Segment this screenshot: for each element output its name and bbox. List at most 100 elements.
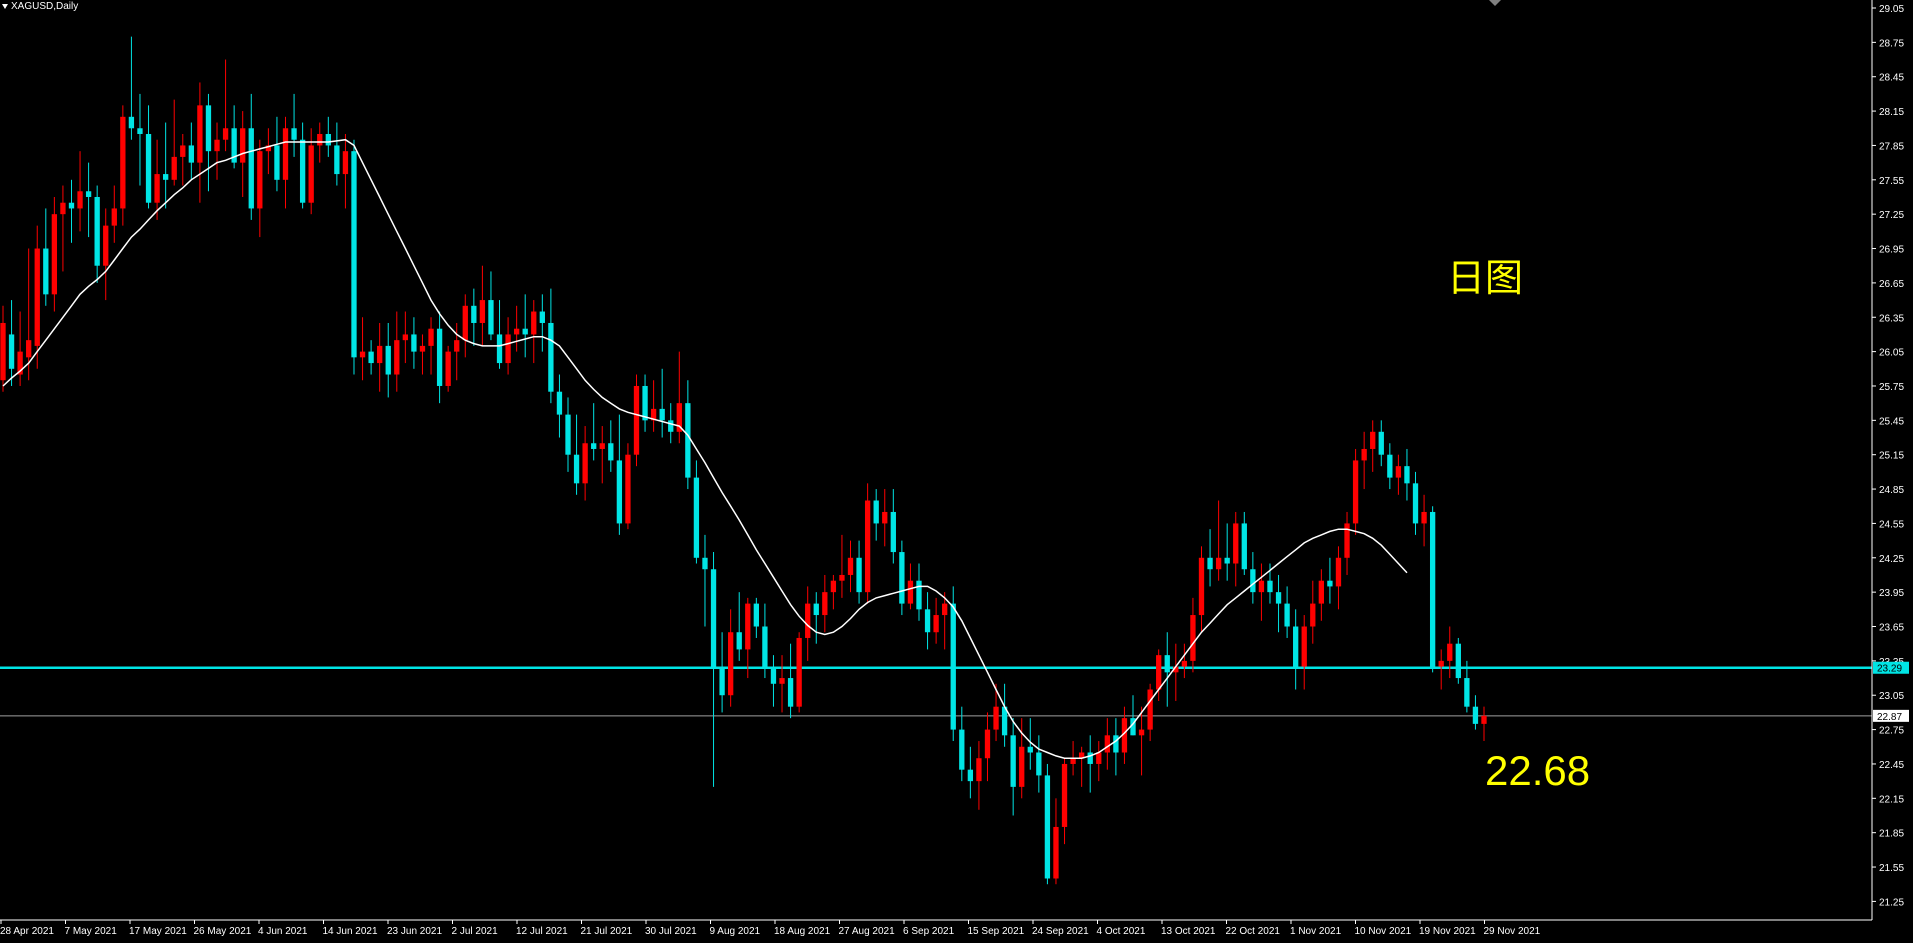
- price-markers: 23.29 22.87: [1489, 0, 1909, 723]
- candle-body: [231, 128, 237, 163]
- candle-body: [924, 609, 931, 633]
- candle-body: [0, 322, 6, 381]
- candle: [1027, 718, 1033, 770]
- candle-body: [120, 116, 126, 209]
- candle-body: [1250, 569, 1256, 593]
- candle-body: [257, 151, 263, 209]
- price-callout-annotation: 22.68: [1485, 747, 1591, 794]
- candle-body: [1258, 580, 1265, 593]
- candle-body: [1387, 454, 1393, 478]
- candle: [1130, 695, 1136, 736]
- candle: [377, 322, 383, 392]
- candle-body: [1130, 718, 1136, 736]
- candle-body: [531, 311, 537, 335]
- candle-body: [522, 328, 528, 335]
- candle-body: [43, 248, 49, 295]
- candle-body: [1198, 557, 1205, 616]
- candle: [1044, 763, 1051, 885]
- candle: [342, 133, 349, 209]
- price-axis[interactable]: 29.05 28.75 28.45 28.15 27.85 27.55 27.25 26.95…: [1871, 0, 1904, 920]
- candle: [128, 36, 135, 140]
- candle: [1455, 637, 1461, 684]
- candle-body: [94, 196, 100, 266]
- candle: [180, 133, 186, 186]
- candle: [205, 93, 212, 192]
- date-tick-label: 29 Nov 2021: [1484, 926, 1541, 937]
- date-tick-label: 4 Oct 2021: [1097, 926, 1146, 937]
- candle: [899, 540, 905, 616]
- candle: [231, 105, 237, 169]
- price-tick-label: 26.35: [1879, 313, 1904, 324]
- candle-body: [1207, 557, 1213, 570]
- candle: [882, 489, 888, 547]
- candle: [1036, 735, 1042, 793]
- candle-body: [222, 128, 229, 140]
- candle: [753, 597, 759, 638]
- candle-body: [454, 340, 460, 352]
- candle: [1138, 706, 1145, 776]
- candle: [291, 93, 297, 157]
- candle-body: [419, 345, 426, 352]
- candle: [111, 185, 117, 243]
- date-axis[interactable]: 28 Apr 2021 7 May 2021 17 May 2021 26 May 2…: [0, 919, 1872, 937]
- candle-body: [180, 145, 186, 157]
- candle: [1464, 660, 1470, 713]
- candle-body: [111, 208, 117, 226]
- candle-body: [1113, 735, 1119, 753]
- candle: [394, 311, 400, 392]
- candle: [839, 534, 845, 598]
- candle-body: [368, 351, 374, 364]
- date-tick-label: 18 Aug 2021: [774, 926, 831, 937]
- candle: [188, 122, 194, 180]
- candle-body: [916, 580, 922, 610]
- candle-body: [505, 334, 511, 364]
- candle-body: [26, 340, 32, 358]
- candle: [762, 603, 768, 679]
- price-tick-label: 21.55: [1879, 863, 1904, 874]
- candle: [1164, 632, 1170, 707]
- candle: [1173, 643, 1179, 701]
- candle-body: [1344, 523, 1350, 558]
- candle-body: [34, 248, 40, 346]
- candle-body: [539, 311, 545, 323]
- price-tick-label: 29.05: [1879, 4, 1904, 15]
- chart-title[interactable]: XAGUSD,Daily: [2, 1, 78, 13]
- candle-body: [650, 408, 657, 421]
- candle: [1370, 420, 1376, 472]
- candle-body: [1001, 706, 1008, 736]
- candle: [1429, 506, 1436, 673]
- candle: [1250, 552, 1256, 604]
- candle-body: [591, 443, 597, 449]
- candle-body: [907, 580, 914, 604]
- candle-body: [1019, 746, 1025, 787]
- candle: [924, 592, 931, 650]
- candle: [26, 248, 32, 381]
- candle-body: [813, 603, 819, 616]
- candle: [299, 122, 306, 209]
- candle-body: [428, 328, 434, 346]
- candle-body: [873, 500, 879, 524]
- candle: [162, 122, 169, 209]
- candle: [633, 374, 640, 467]
- candle: [591, 403, 597, 461]
- date-tick-label: 28 Apr 2021: [0, 926, 54, 937]
- candle: [154, 139, 160, 220]
- candle-body: [1301, 626, 1307, 667]
- candle-body: [1361, 448, 1367, 461]
- candle-body: [1053, 826, 1059, 879]
- candle-body: [856, 557, 862, 593]
- candle: [505, 317, 511, 375]
- candle-body: [445, 351, 451, 386]
- dropdown-triangle-icon[interactable]: [2, 3, 8, 9]
- candle-body: [197, 105, 203, 163]
- price-tick-label: 27.85: [1879, 141, 1904, 152]
- candle: [976, 741, 982, 810]
- price-tick-label: 28.15: [1879, 107, 1904, 118]
- price-tick-label: 25.75: [1879, 382, 1904, 393]
- candle: [890, 489, 896, 564]
- date-tick-label: 4 Jun 2021: [258, 926, 308, 937]
- candle-body: [471, 305, 477, 323]
- chart-shift-marker-icon[interactable]: [1489, 0, 1501, 6]
- price-tick-label: 24.25: [1879, 554, 1904, 565]
- candle: [368, 340, 374, 375]
